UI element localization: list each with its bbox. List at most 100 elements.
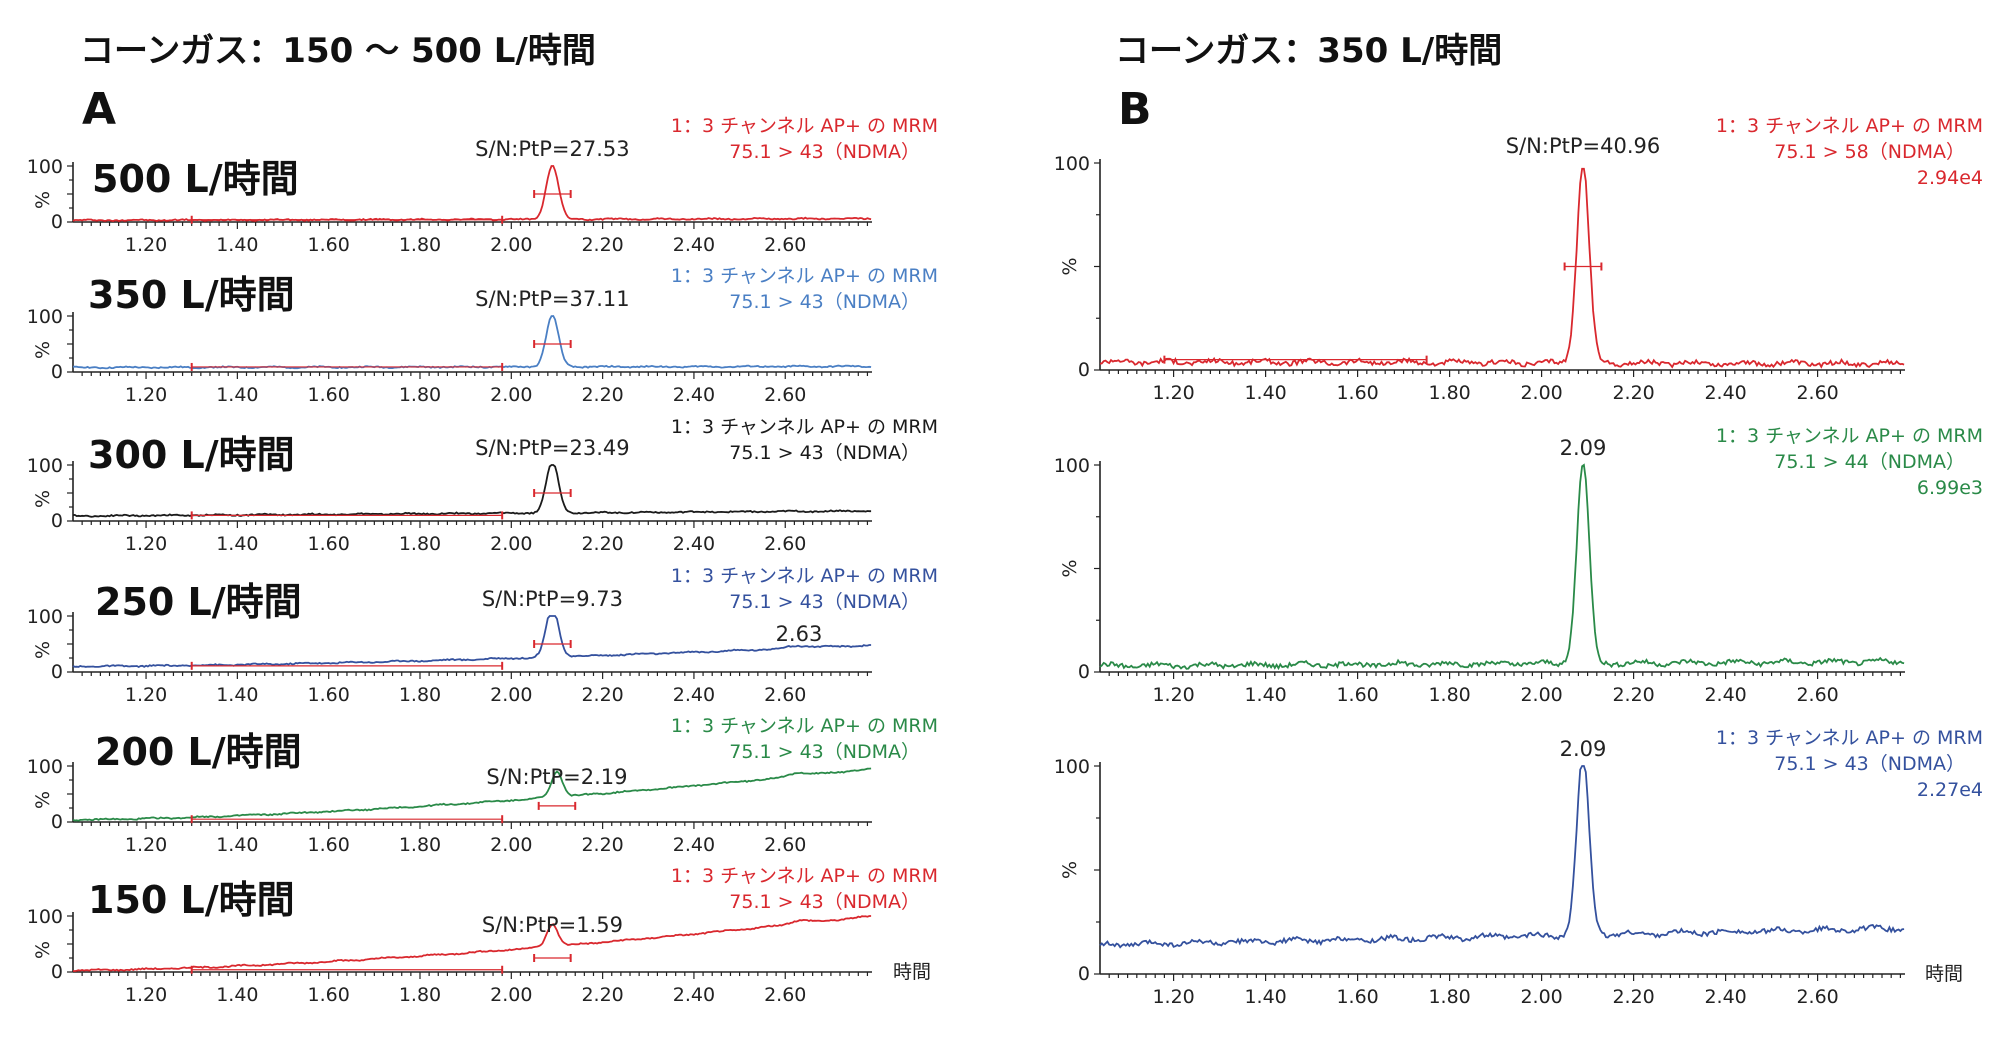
- x-tick-label: 2.00: [1520, 986, 1562, 1008]
- x-tick-label: 1.80: [399, 684, 441, 706]
- plots: 1.20 1.40 1.60 1.80 2.00 2.20 2.40 2.60 100 0% S/N…: [27, 115, 1983, 1008]
- peak-annotation: S/N:PtP=23.49: [475, 436, 629, 460]
- y-unit-label: %: [1059, 257, 1081, 275]
- flow-rate-label: 250 L/時間: [95, 580, 302, 624]
- x-tick-label: 2.00: [490, 384, 532, 406]
- peak-annotation: S/N:PtP=27.53: [475, 137, 629, 161]
- x-tick-label: 1.80: [399, 984, 441, 1006]
- x-tick-label: 2.00: [490, 984, 532, 1006]
- y-label-0: 0: [1078, 359, 1090, 381]
- y-unit-label: %: [32, 941, 54, 959]
- x-tick-label: 2.00: [1520, 684, 1562, 706]
- y-unit-label: %: [32, 490, 54, 508]
- legend-channel: 1：3 チャンネル AP+ の MRM: [671, 865, 938, 887]
- legend-intensity: 2.94e4: [1917, 167, 1983, 189]
- x-tick-label: 1.20: [125, 533, 167, 555]
- x-tick-label: 2.00: [490, 234, 532, 256]
- peak-annotation: 2.09: [1560, 737, 1607, 761]
- y-label-100: 100: [27, 306, 63, 328]
- x-tick-label: 2.60: [764, 984, 806, 1006]
- x-tick-label: 1.60: [308, 684, 350, 706]
- x-tick-label: 2.20: [581, 834, 623, 856]
- legend-intensity: 2.27e4: [1917, 779, 1983, 801]
- legend-channel: 1：3 チャンネル AP+ の MRM: [1716, 115, 1983, 137]
- x-tick-label: 2.60: [1796, 684, 1838, 706]
- x-tick-label: 1.60: [308, 984, 350, 1006]
- x-tick-label: 2.20: [1612, 986, 1654, 1008]
- y-label-0: 0: [51, 961, 63, 983]
- x-tick-label: 2.60: [1796, 382, 1838, 404]
- title-left: コーンガス：150 〜 500 L/時間: [80, 31, 596, 71]
- panel-b-letter: B: [1118, 84, 1152, 135]
- x-tick-label: 1.60: [308, 384, 350, 406]
- y-unit-label: %: [32, 791, 54, 809]
- x-tick-label: 2.20: [1612, 382, 1654, 404]
- secondary-peak-label: 2.63: [776, 622, 823, 646]
- x-tick-label: 2.20: [581, 234, 623, 256]
- legend-transition: 75.1 > 58（NDMA）: [1774, 141, 1965, 163]
- chart-panel-7: 1.20 1.40 1.60 1.80 2.00 2.20 2.40 2.60 100 0% S/N…: [1054, 115, 1983, 404]
- x-axis-label-a: 時間: [893, 961, 931, 983]
- chart-panel-8: 1.20 1.40 1.60 1.80 2.00 2.20 2.40 2.60 100 0% 2.0…: [1054, 425, 1983, 706]
- signal-trace: [73, 315, 872, 370]
- legend-transition: 75.1 > 43（NDMA）: [729, 741, 920, 763]
- x-tick-label: 1.20: [125, 234, 167, 256]
- x-tick-label: 2.40: [1704, 684, 1746, 706]
- y-unit-label: %: [32, 641, 54, 659]
- x-tick-label: 2.20: [1612, 684, 1654, 706]
- y-label-0: 0: [1078, 963, 1090, 985]
- x-tick-label: 1.20: [1152, 986, 1194, 1008]
- signal-trace: [72, 767, 872, 822]
- peak-annotation: S/N:PtP=40.96: [1506, 134, 1660, 158]
- legend-channel: 1：3 チャンネル AP+ の MRM: [671, 565, 938, 587]
- flow-rate-label: 500 L/時間: [92, 157, 299, 201]
- x-tick-label: 1.40: [216, 384, 258, 406]
- y-label-100: 100: [1054, 756, 1090, 778]
- x-tick-label: 1.60: [1336, 684, 1378, 706]
- y-label-0: 0: [1078, 661, 1090, 683]
- y-unit-label: %: [32, 191, 54, 209]
- x-tick-label: 1.40: [216, 234, 258, 256]
- x-tick-label: 2.00: [490, 834, 532, 856]
- y-unit-label: %: [1059, 861, 1081, 879]
- legend-channel: 1：3 チャンネル AP+ の MRM: [1716, 727, 1983, 749]
- x-tick-label: 1.40: [216, 533, 258, 555]
- flow-rate-label: 150 L/時間: [88, 878, 295, 922]
- chart-panel-3: 1.20 1.40 1.60 1.80 2.00 2.20 2.40 2.60 100 0% S/N…: [27, 416, 938, 555]
- x-tick-label: 2.40: [673, 533, 715, 555]
- peak-annotation: S/N:PtP=1.59: [482, 913, 623, 937]
- peak-annotation: S/N:PtP=37.11: [475, 287, 629, 311]
- chart-panel-4: 1.20 1.40 1.60 1.80 2.00 2.20 2.40 2.60 100 0% S/N…: [27, 565, 938, 706]
- y-label-100: 100: [27, 455, 63, 477]
- x-tick-label: 1.60: [308, 834, 350, 856]
- y-label-0: 0: [51, 361, 63, 383]
- legend-transition: 75.1 > 43（NDMA）: [729, 141, 920, 163]
- legend-transition: 75.1 > 44（NDMA）: [1774, 451, 1965, 473]
- legend-channel: 1：3 チャンネル AP+ の MRM: [671, 265, 938, 287]
- x-tick-label: 2.40: [673, 384, 715, 406]
- x-tick-label: 1.80: [399, 384, 441, 406]
- signal-trace: [72, 464, 872, 518]
- x-tick-label: 2.40: [673, 984, 715, 1006]
- y-label-0: 0: [51, 661, 63, 683]
- x-tick-label: 1.80: [1428, 382, 1470, 404]
- x-tick-label: 2.60: [764, 533, 806, 555]
- legend-transition: 75.1 > 43（NDMA）: [729, 891, 920, 913]
- x-tick-label: 2.40: [1704, 986, 1746, 1008]
- x-tick-label: 2.00: [1520, 382, 1562, 404]
- signal-trace: [72, 165, 872, 223]
- x-tick-label: 2.40: [1704, 382, 1746, 404]
- x-tick-label: 1.60: [1336, 986, 1378, 1008]
- signal-trace: [72, 915, 872, 973]
- x-tick-label: 2.40: [673, 234, 715, 256]
- x-tick-label: 2.40: [673, 834, 715, 856]
- x-tick-label: 1.40: [1244, 382, 1286, 404]
- x-tick-label: 1.20: [1152, 382, 1194, 404]
- legend-channel: 1：3 チャンネル AP+ の MRM: [1716, 425, 1983, 447]
- x-tick-label: 1.80: [399, 234, 441, 256]
- x-tick-label: 1.20: [125, 984, 167, 1006]
- peak-annotation: S/N:PtP=2.19: [486, 765, 627, 789]
- x-tick-label: 1.20: [1152, 684, 1194, 706]
- x-tick-label: 2.20: [581, 684, 623, 706]
